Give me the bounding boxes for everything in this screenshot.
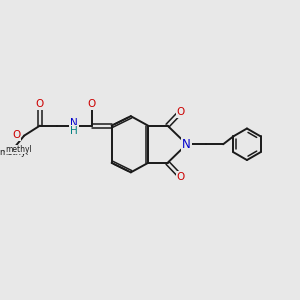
Text: O: O <box>87 99 96 109</box>
Text: O: O <box>12 130 20 140</box>
Text: O: O <box>36 99 44 109</box>
Text: H: H <box>70 126 78 136</box>
Text: N: N <box>70 118 78 128</box>
Text: methyl: methyl <box>6 145 32 154</box>
Text: O: O <box>177 172 185 182</box>
Text: N: N <box>182 138 191 151</box>
Text: methyl: methyl <box>0 148 29 158</box>
Text: O: O <box>177 106 185 117</box>
